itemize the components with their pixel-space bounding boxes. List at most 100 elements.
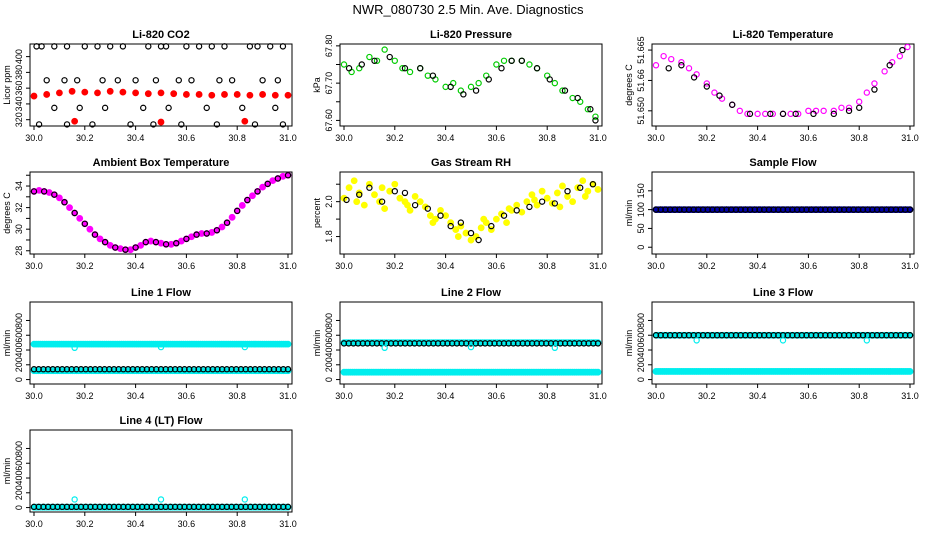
data-point (81, 220, 89, 227)
data-point (170, 90, 178, 98)
data-point (66, 204, 73, 212)
panel-title: Li-820 CO2 (132, 29, 189, 41)
data-point (475, 79, 482, 87)
data-point (106, 43, 114, 50)
data-point (216, 77, 223, 84)
data-point (845, 107, 853, 115)
data-point (703, 83, 711, 90)
series-0 (30, 87, 292, 126)
data-point (729, 101, 736, 108)
data-point (577, 184, 584, 191)
data-point (904, 43, 911, 51)
y-tick-label: 0 (636, 377, 646, 382)
data-point (569, 94, 576, 102)
data-point (38, 43, 45, 50)
data-point (43, 91, 51, 98)
data-point (838, 104, 845, 111)
data-point (881, 68, 888, 75)
data-point (587, 106, 594, 113)
series-3 (381, 343, 559, 352)
data-point (452, 226, 460, 233)
x-tick-label: 30.2 (76, 133, 94, 143)
data-point (106, 87, 114, 95)
y-tick-label: 800 (636, 313, 646, 328)
x-tick-label: 30.6 (800, 133, 818, 143)
data-point (228, 213, 236, 221)
x-tick-label: 30.4 (749, 391, 767, 401)
data-point (426, 212, 434, 220)
data-point (89, 121, 96, 128)
data-point (119, 43, 127, 50)
data-point (424, 205, 432, 212)
data-point (553, 189, 561, 197)
data-point (551, 344, 559, 352)
x-tick-label: 30.8 (538, 133, 556, 143)
x-tick-label: 31.0 (279, 391, 297, 401)
data-point (221, 91, 228, 98)
x-tick-label: 30.0 (647, 261, 665, 271)
data-point (178, 121, 185, 128)
plot-frame (339, 301, 603, 385)
y-tick-label: 400 (636, 343, 646, 358)
data-point (513, 207, 520, 214)
data-point (132, 244, 139, 251)
data-point (81, 43, 89, 50)
x-tick-label: 30.4 (437, 391, 455, 401)
data-point (579, 177, 587, 185)
data-point (356, 191, 363, 198)
x-tick-label: 30.4 (127, 261, 145, 271)
data-point (61, 199, 68, 206)
data-point (830, 110, 838, 118)
data-point (493, 61, 500, 68)
data-point (899, 46, 906, 54)
data-point (144, 90, 152, 98)
series-1 (30, 172, 292, 253)
data-point (366, 53, 373, 61)
data-point (33, 43, 40, 50)
data-point (284, 340, 292, 348)
x-tick-label: 30.6 (178, 133, 196, 143)
data-point (381, 344, 388, 352)
data-point (467, 229, 475, 237)
data-point (391, 57, 398, 64)
x-tick-label: 31.0 (589, 261, 607, 271)
x-tick-label: 30.4 (437, 261, 455, 271)
data-point (254, 43, 261, 50)
data-point (546, 76, 553, 83)
data-point (592, 117, 599, 124)
x-tick-label: 31.0 (589, 391, 607, 401)
y-tick-label: 400 (14, 49, 24, 64)
series-3 (71, 343, 249, 352)
data-point (488, 222, 495, 230)
data-point (152, 238, 160, 246)
data-point (343, 196, 350, 204)
data-point (472, 87, 480, 94)
data-point (157, 43, 165, 50)
data-point (660, 52, 667, 60)
data-point (703, 80, 711, 87)
y-tick-label: 400 (14, 471, 24, 486)
plot-frame (29, 43, 293, 127)
data-point (56, 89, 63, 97)
x-tick-label: 30.6 (488, 133, 506, 143)
data-point (871, 86, 878, 93)
series-1 (340, 368, 602, 376)
x-tick-label: 31.0 (279, 519, 297, 529)
series-2 (652, 332, 914, 339)
data-point (518, 57, 526, 64)
data-point (122, 246, 129, 253)
panel-3: Ambient Box Temperature degrees C 28 30 32 34… (2, 157, 297, 271)
data-point (592, 113, 599, 120)
y-tick-label: 600 (636, 328, 646, 343)
data-point (71, 209, 78, 217)
data-point (241, 343, 249, 351)
data-point (538, 187, 546, 195)
plot-frame (651, 301, 915, 385)
data-point (71, 344, 78, 352)
y-tick-label: 600 (324, 328, 334, 343)
panel-title: Line 4 (LT) Flow (120, 415, 203, 427)
data-point (424, 72, 432, 79)
data-point (162, 241, 170, 248)
series-1 (345, 53, 599, 124)
